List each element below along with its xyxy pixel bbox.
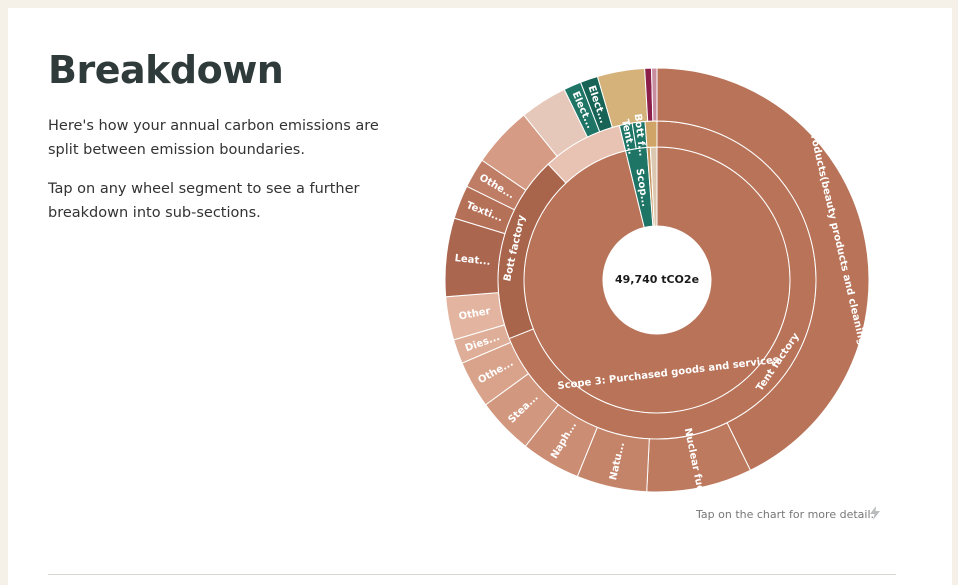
total-emissions-label: 49,740 tCO2e [615, 273, 699, 286]
chart-center[interactable] [605, 228, 709, 332]
segment-label: Bott f... [632, 113, 648, 157]
section-divider [48, 574, 896, 575]
chart-hint: Tap on the chart for more detail. [696, 508, 874, 521]
ring3-segment-unlabeled-17[interactable] [651, 67, 658, 122]
lightning-icon [870, 506, 880, 520]
instruction-text: Tap on any wheel segment to see a furthe… [48, 181, 360, 221]
intro-text: Here's how your annual carbon emissions … [48, 118, 379, 158]
segment-label: Leat... [454, 253, 491, 268]
ring3-segment-chemical-products-beauty-products-and-cleaning-products[interactable] [656, 67, 870, 471]
page-title: Breakdown [48, 48, 284, 92]
